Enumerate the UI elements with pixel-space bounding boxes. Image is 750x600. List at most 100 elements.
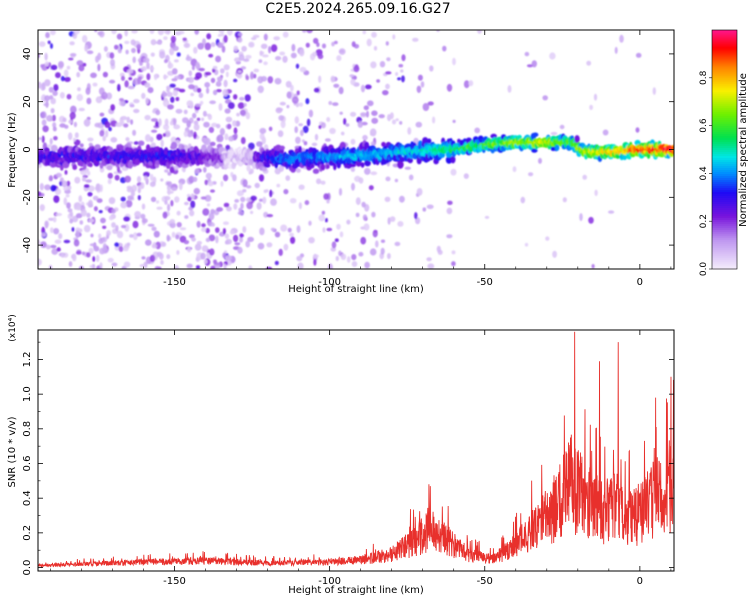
spectrogram-noise-cell	[334, 40, 338, 45]
spectrogram-noise-cell	[92, 256, 96, 262]
colorbar-cell	[712, 203, 737, 206]
spectrogram-noise-cell	[64, 124, 69, 129]
spectrogram-noise-cell	[602, 129, 609, 136]
spectrogram-noise-cell	[176, 250, 180, 255]
spectrogram-noise-cell	[416, 188, 423, 196]
colorbar-cell	[712, 185, 737, 188]
spectrogram-ridge-cell	[88, 162, 93, 168]
spectrogram-ridge-cell	[399, 156, 406, 162]
spectrogram-noise-cell	[78, 107, 85, 112]
spectrogram-noise-cell	[149, 30, 155, 34]
spectrogram-noise-cell	[289, 198, 297, 204]
spectrogram-noise-cell	[635, 127, 640, 133]
spectrogram-noise-cell	[140, 213, 146, 220]
spectrogram-noise-cell	[373, 46, 378, 51]
colorbar-cell	[712, 139, 737, 143]
spectrogram-noise-cell	[118, 99, 126, 107]
spectrogram-noise-cell	[87, 170, 91, 176]
spectrogram-noise-cell	[136, 176, 142, 183]
spectrogram-noise-cell	[446, 234, 453, 239]
spectrogram-noise-cell	[528, 172, 534, 177]
colorbar-frame	[711, 29, 738, 270]
spectrogram-ridge-cell	[138, 140, 145, 146]
spectrogram-noise-cell	[89, 265, 93, 269]
spectrogram-noise-cell	[38, 137, 43, 141]
spectrogram-noise-cell	[94, 122, 101, 128]
colorbar-cell	[712, 245, 737, 248]
spectrogram-noise-cell	[204, 194, 212, 202]
spectrogram-noise-cell	[258, 59, 263, 63]
colorbar-cell	[712, 145, 737, 149]
spectrogram-noise-cell	[38, 41, 46, 47]
spectrogram-noise-cell	[251, 37, 257, 41]
spectrogram-ridge-cell	[427, 138, 432, 144]
spectrogram-noise-cell	[382, 90, 389, 96]
spectrogram-noise-cell	[109, 79, 116, 84]
spectrogram-noise-cell	[144, 82, 151, 88]
spectrogram-noise-cell	[320, 122, 326, 129]
colorbar-cell	[712, 109, 737, 113]
spectrogram-noise-cell	[210, 77, 216, 84]
spectrogram-noise-cell	[201, 245, 209, 253]
spectrogram-noise-cell	[132, 220, 139, 229]
spectrogram-noise-cell	[173, 265, 180, 269]
spectrogram-ridge-cell	[364, 141, 370, 149]
spectrogram-noise-cell	[200, 252, 206, 260]
spectrogram-noise-cell	[80, 209, 87, 217]
snr-y-tick-label: 0.2	[22, 525, 33, 541]
spectrogram-noise-cell	[124, 80, 129, 88]
snr-y-tick-label: 0.8	[22, 421, 33, 437]
colorbar-cell	[712, 253, 737, 256]
spectrogram-noise-cell	[121, 75, 125, 81]
spectrogram-noise-cell	[364, 261, 370, 269]
spectrogram-noise-cell	[159, 51, 166, 59]
spectrogram-noise-cell	[385, 41, 389, 46]
spectrogram-ridge-cell	[336, 162, 341, 169]
spectrogram-noise-cell	[130, 190, 135, 197]
spectrogram-noise-cell	[86, 97, 92, 105]
spectrogram-noise-cell	[43, 103, 49, 107]
colorbar-cell	[712, 123, 737, 127]
spectrogram-noise-cell	[186, 263, 193, 268]
spectrogram-noise-cell	[51, 248, 58, 255]
spectrogram-noise-cell	[194, 168, 200, 175]
spectrogram-noise-cell	[594, 189, 598, 196]
colorbar-cell	[712, 65, 737, 69]
spectrogram-noise-cell	[186, 100, 194, 107]
spectrogram-ridge-cell	[312, 168, 320, 174]
spectrogram-noise-cell	[205, 172, 212, 180]
spectrogram-noise-cell	[608, 210, 615, 214]
colorbar-cell	[712, 77, 737, 81]
spectrogram-noise-cell	[99, 112, 105, 117]
spectrogram-noise-cell	[417, 74, 423, 81]
spectrogram-noise-cell	[145, 134, 151, 142]
spectrogram-noise-cell	[233, 45, 239, 52]
spectrogram-noise-cell	[451, 261, 456, 267]
spectrogram-noise-cell	[248, 142, 255, 150]
spectrogram-noise-cell	[326, 199, 330, 204]
spectrogram-noise-cell	[108, 126, 112, 132]
colorbar-cell	[712, 237, 737, 240]
colorbar-cell	[712, 87, 737, 91]
spectrogram-noise-cell	[228, 135, 235, 142]
spectrogram-noise-cell	[394, 241, 401, 247]
spectrogram-noise-cell	[285, 80, 292, 88]
spectrogram-noise-cell	[169, 120, 174, 126]
colorbar-cell	[712, 247, 737, 250]
spectrogram-noise-cell	[151, 243, 158, 249]
spectrogram-x-axis: -150 -100 -50 0	[50, 30, 672, 288]
spectrogram-noise-cell	[407, 127, 412, 135]
spectrogram-noise-cell	[360, 84, 366, 93]
spectrogram-noise-cell	[328, 101, 333, 105]
spectrogram-noise-cell	[222, 89, 229, 97]
spectrogram-noise-cell	[41, 119, 47, 126]
spectrogram-noise-cell	[66, 93, 72, 100]
spectrogram-noise-cell	[65, 194, 70, 198]
spectrogram-noise-cell	[237, 246, 243, 254]
spectrogram-noise-cell	[507, 85, 512, 93]
colorbar-cell	[712, 233, 737, 236]
spectrogram-noise-cell	[175, 108, 183, 114]
spectrogram-noise-cell	[194, 103, 202, 107]
spectrogram-noise-cell	[176, 52, 181, 57]
spectrogram-noise-cell	[101, 236, 108, 243]
